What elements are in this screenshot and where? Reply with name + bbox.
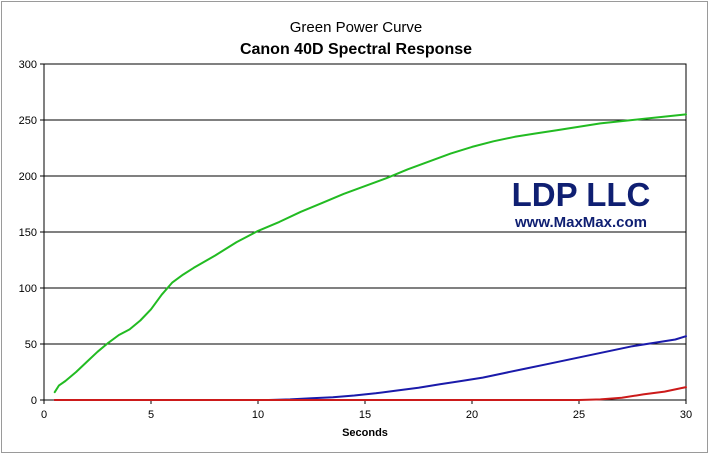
y-tick-label: 250: [19, 115, 37, 127]
y-tick-label: 300: [19, 59, 37, 71]
y-tick-label: 50: [25, 339, 37, 351]
x-tick-label: 5: [148, 409, 154, 421]
gridlines: [44, 119, 686, 345]
x-tick-label: 0: [41, 409, 47, 421]
x-tick-label: 15: [359, 409, 371, 421]
x-tick-label: 20: [466, 409, 478, 421]
series-line-1: [53, 113, 687, 394]
watermark-url: www.MaxMax.com: [514, 214, 647, 231]
x-axis-label: Seconds: [342, 427, 388, 439]
x-axis-ticks: 0 5 10 15 20 25 30: [41, 400, 692, 421]
chart-subtitle: Canon 40D Spectral Response: [240, 41, 472, 58]
chart-title: Green Power Curve: [290, 19, 423, 36]
series-line-2: [53, 335, 687, 401]
series-lines: [53, 113, 687, 401]
x-tick-label: 25: [573, 409, 585, 421]
x-tick-label: 30: [680, 409, 692, 421]
y-tick-label: 100: [19, 283, 37, 295]
series-line-3: [53, 386, 687, 401]
x-tick-label: 10: [252, 409, 264, 421]
y-tick-label: 150: [19, 227, 37, 239]
y-tick-label: 0: [31, 395, 37, 407]
watermark-company: LDP LLC: [512, 176, 651, 213]
y-axis-ticks: 0 50 100 150 200 250 300: [19, 59, 44, 407]
y-tick-label: 200: [19, 171, 37, 183]
